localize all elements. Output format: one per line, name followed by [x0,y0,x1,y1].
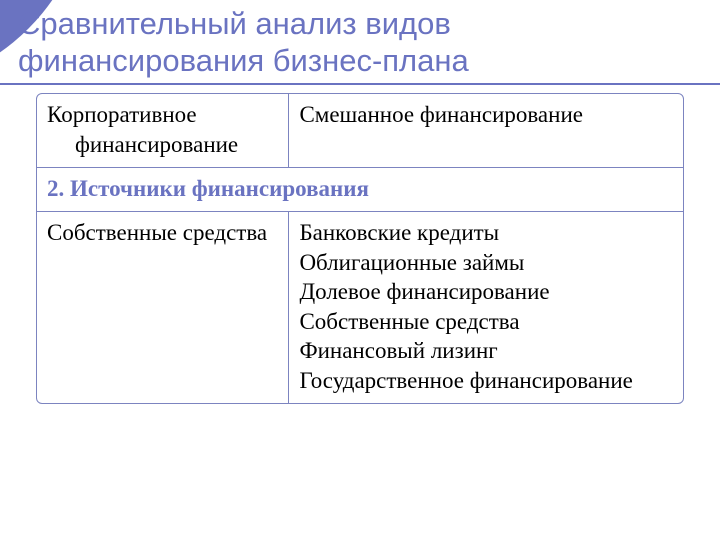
header-cell-left-text: Корпоративное финансирование [47,100,280,159]
page-title: Сравнительный анализ видов финансировани… [0,0,720,81]
section-heading-cell: 2. Источники финансирования [37,168,683,212]
table-body-row: Собственные средства Банковские кредиты … [37,212,683,403]
table-header-row: Корпоративное финансирование Смешанное ф… [37,94,683,167]
comparison-table: Корпоративное финансирование Смешанное ф… [37,94,683,403]
title-underline [0,83,720,85]
header-cell-left: Корпоративное финансирование [37,94,289,167]
body-cell-left: Собственные средства [37,212,289,403]
header-cell-right-text: Смешанное финансирование [299,100,675,129]
comparison-table-border: Корпоративное финансирование Смешанное ф… [36,93,684,404]
right-item: Облигационные займы [299,248,675,277]
right-item: Государственное финансирование [299,366,675,395]
right-item: Долевое финансирование [299,277,675,306]
right-item: Финансовый лизинг [299,336,675,365]
header-cell-right: Смешанное финансирование [289,94,683,167]
right-item: Собственные средства [299,307,675,336]
right-item: Банковские кредиты [299,218,675,247]
body-cell-right: Банковские кредиты Облигационные займы Д… [289,212,683,403]
table-section-row: 2. Источники финансирования [37,168,683,212]
comparison-table-wrapper: Корпоративное финансирование Смешанное ф… [0,93,720,404]
